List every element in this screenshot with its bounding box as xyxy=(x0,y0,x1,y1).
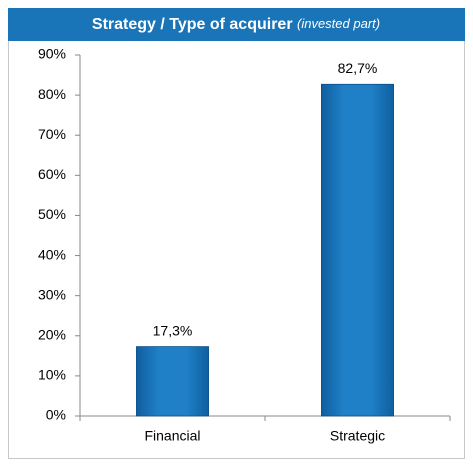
chart-title: Strategy / Type of acquirer (invested pa… xyxy=(92,16,380,33)
y-tick-label: 90% xyxy=(38,46,66,62)
x-tick-label: Strategic xyxy=(330,428,385,444)
y-tick-label: 20% xyxy=(38,326,66,342)
frame xyxy=(8,8,465,459)
bar xyxy=(321,83,394,417)
title: Strategy / Type of acquirer xyxy=(92,16,293,33)
y-tick-label: 40% xyxy=(38,246,66,262)
bar xyxy=(136,346,209,417)
subtitle: (invested part) xyxy=(297,16,380,31)
data-label: 82,7% xyxy=(338,60,378,76)
y-tick-label: 60% xyxy=(38,166,66,182)
y-tick-label: 30% xyxy=(38,286,66,302)
y-tick-label: 80% xyxy=(38,86,66,102)
y-tick-label: 70% xyxy=(38,126,66,142)
y-tick-label: 50% xyxy=(38,206,66,222)
y-tick-label: 10% xyxy=(38,367,66,383)
y-tick-label: 0% xyxy=(46,407,66,423)
title-bar xyxy=(8,8,465,41)
data-label: 17,3% xyxy=(153,322,193,338)
x-tick-label: Financial xyxy=(144,428,200,444)
